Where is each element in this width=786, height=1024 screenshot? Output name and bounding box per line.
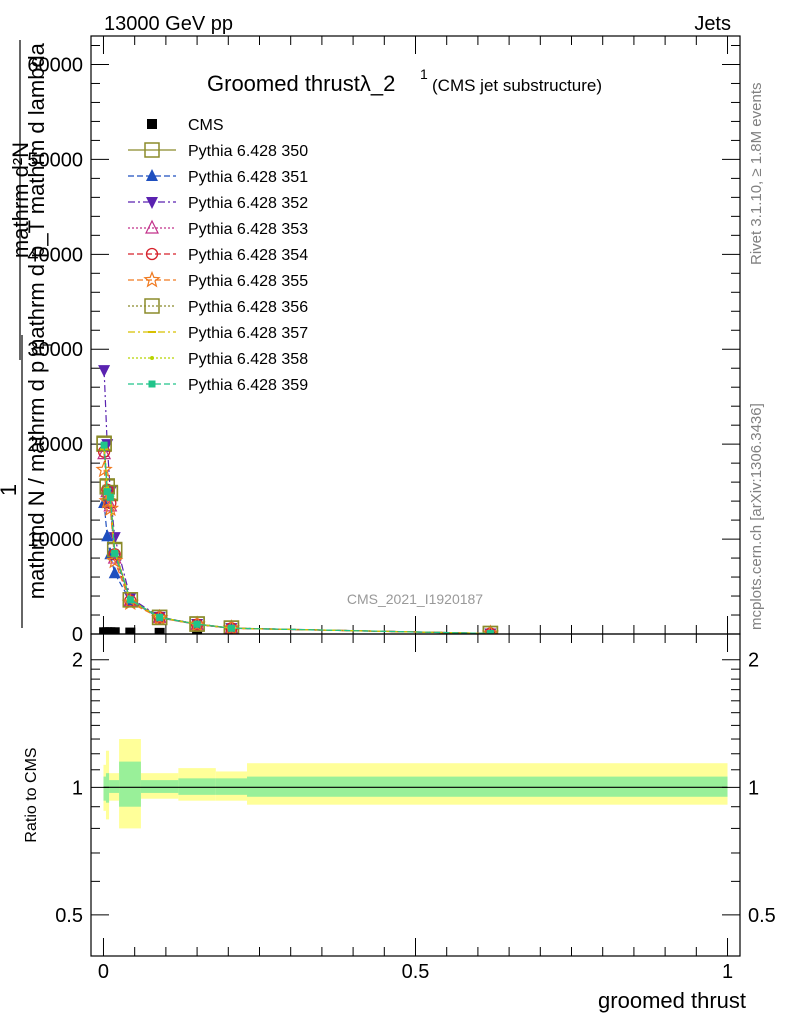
data-point-p352 xyxy=(98,365,111,378)
data-point-cms xyxy=(109,627,120,634)
band-inner xyxy=(215,778,248,795)
data-point-p352 xyxy=(108,532,121,545)
x-tick-label: 0.5 xyxy=(402,961,430,983)
ratio-frame xyxy=(90,633,741,957)
ratio-y-tick-label-right: 2 xyxy=(748,650,759,672)
data-point-p359 xyxy=(100,441,108,449)
y-axis-title-prefactor: 1 xyxy=(0,484,21,496)
ratio-y-tick-label-right: 0.5 xyxy=(748,905,776,927)
legend-marker-p353 xyxy=(145,219,159,234)
data-point-p356 xyxy=(122,592,139,608)
ratio-plot: 0.5 0.5 1 1 2 2 0 0.5 1 xyxy=(55,633,776,983)
y-tick-label: 30000 xyxy=(27,339,83,361)
legend-label-p356: Pythia 6.428 356 xyxy=(188,299,308,316)
data-point-p355 xyxy=(95,460,113,478)
data-point-p359 xyxy=(103,488,111,496)
legend-label-cms: CMS xyxy=(188,117,224,134)
y-axis-title-denominator: mathrm d p_T mathrm d lambda xyxy=(24,42,49,357)
series-line-p355 xyxy=(103,469,491,634)
mcplots-label: mcplots.cern.ch [arXiv:1306.3436] xyxy=(748,403,765,630)
ratio-y-axis-title: Ratio to CMS xyxy=(23,747,40,842)
header-right: Jets xyxy=(694,13,731,35)
legend-label-p355: Pythia 6.428 355 xyxy=(188,273,308,290)
band-inner xyxy=(109,780,120,793)
legend-marker-p352 xyxy=(146,197,158,209)
band-inner xyxy=(140,780,179,793)
data-point-p359 xyxy=(193,620,201,628)
legend-marker-p355 xyxy=(143,270,161,288)
x-tick-label: 1 xyxy=(722,961,733,983)
legend-label-p358: Pythia 6.428 358 xyxy=(188,351,308,368)
legend-marker-p358 xyxy=(150,356,154,360)
watermark: CMS_2021_I1920187 xyxy=(347,591,483,607)
series-p356 xyxy=(96,435,499,634)
legend-label-p354: Pythia 6.428 354 xyxy=(188,247,308,264)
data-point-p359 xyxy=(111,549,119,557)
data-point-p359 xyxy=(486,630,494,634)
data-point-p355 xyxy=(121,593,139,611)
ratio-y-tick-label: 0.5 xyxy=(55,905,83,927)
y-axis-title-subscript: T xyxy=(39,340,55,349)
data-point-p359 xyxy=(227,624,235,632)
data-point-p355 xyxy=(101,499,120,517)
x-axis-title: groomed thrust xyxy=(598,988,746,1013)
y-tick-label: 50000 xyxy=(27,149,83,171)
data-point-p353 xyxy=(97,445,112,460)
legend-marker-p356 xyxy=(144,298,160,314)
ratio-y-tick-label: 1 xyxy=(72,777,83,799)
legend-label-p359: Pythia 6.428 359 xyxy=(188,377,308,394)
chart-title: Groomed thrustλ_2 xyxy=(207,71,395,96)
band-inner xyxy=(103,776,106,801)
y-tick-label: 0 xyxy=(72,624,83,646)
ratio-bands xyxy=(103,739,728,829)
y-tick-label: 20000 xyxy=(27,434,83,456)
data-point-p359 xyxy=(106,493,114,501)
chart-subtitle: (CMS jet substructure) xyxy=(432,76,602,95)
y-tick-label: 60000 xyxy=(27,54,83,76)
data-point-p351 xyxy=(108,566,121,579)
band-inner xyxy=(119,761,141,807)
data-point-p356 xyxy=(189,616,205,632)
legend-label-p352: Pythia 6.428 352 xyxy=(188,195,308,212)
data-point-cms xyxy=(154,627,165,634)
legend: CMS Pythia 6.428 350 Pythia 6.428 351 Pythi… xyxy=(128,117,308,394)
legend-marker-p359 xyxy=(148,380,156,388)
legend-marker-p354 xyxy=(145,247,159,261)
y-tick-label: 10000 xyxy=(27,529,83,551)
legend-label-p357: Pythia 6.428 357 xyxy=(188,325,308,342)
data-point-p359 xyxy=(156,613,164,621)
legend-marker-p351 xyxy=(146,169,158,181)
header-left: 13000 GeV pp xyxy=(104,13,233,35)
data-point-p356 xyxy=(151,609,168,626)
data-point-p355 xyxy=(481,624,500,634)
legend-label-p351: Pythia 6.428 351 xyxy=(188,169,308,186)
y-tick-label: 40000 xyxy=(27,244,83,266)
band-inner xyxy=(247,776,728,797)
data-point-p351 xyxy=(101,529,114,542)
legend-label-p350: Pythia 6.428 350 xyxy=(188,143,308,160)
series-group xyxy=(95,365,500,634)
data-point-p355 xyxy=(150,608,169,626)
data-point-cms xyxy=(125,627,136,634)
data-point-p359 xyxy=(126,596,134,604)
data-point-p355 xyxy=(106,551,124,569)
legend-label-p353: Pythia 6.428 353 xyxy=(188,221,308,238)
legend-marker-cms xyxy=(147,119,157,129)
legend-marker-p350 xyxy=(144,142,160,158)
band-inner xyxy=(178,778,216,795)
chart-title-superscript: 1 xyxy=(420,66,428,82)
y-axis-title-main: mathrmd N / mathrm d p xyxy=(24,361,49,599)
series-p359 xyxy=(100,441,494,634)
ratio-y-tick-label-right: 1 xyxy=(748,777,759,799)
rivet-label: Rivet 3.1.10, ≥ 1.8M events xyxy=(748,83,765,266)
ratio-y-tick-label: 2 xyxy=(72,650,83,672)
x-tick-label: 0 xyxy=(98,961,109,983)
